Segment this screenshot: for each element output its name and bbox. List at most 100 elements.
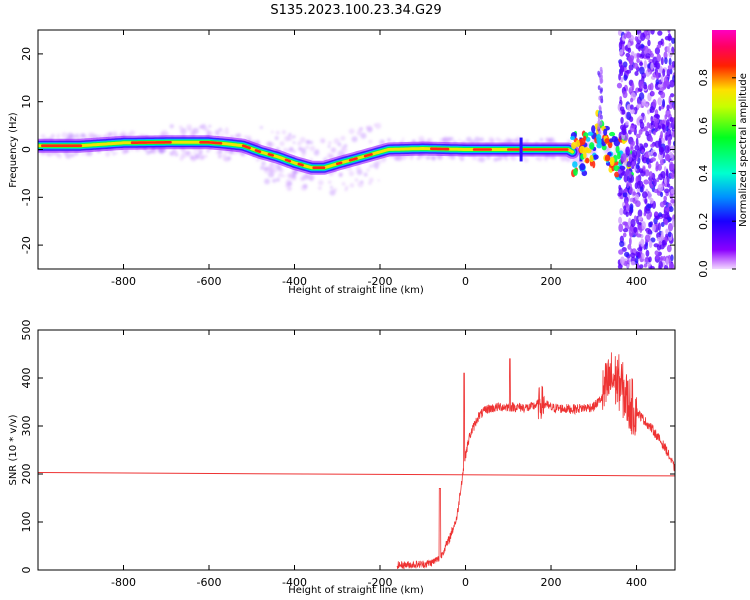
spectrogram-noise-point <box>653 63 658 68</box>
spectrogram-noise-point <box>658 125 662 130</box>
spectrogram-halo-point <box>271 167 278 173</box>
spectrogram-halo-point <box>360 180 364 184</box>
spectrogram-noise-point <box>651 224 656 232</box>
spectrogram-halo-point <box>269 142 275 147</box>
spectrogram-noise-point <box>629 252 636 258</box>
spectrogram-noise-point <box>625 52 631 58</box>
spectrogram-noise-point <box>664 145 670 154</box>
spectrogram-halo-point <box>348 128 355 135</box>
spectrogram-noise-point <box>619 106 625 112</box>
spectrogram-noise-point <box>655 71 659 80</box>
spectrogram-noise-point <box>671 163 675 171</box>
chart-title: S135.2023.100.23.34.G29 <box>270 3 441 18</box>
spectrogram-noise-point <box>666 244 672 253</box>
spectrogram-spike <box>599 78 603 83</box>
spectrogram-noise-point <box>650 53 654 58</box>
spectrogram-noise-point <box>644 198 648 204</box>
spectrogram-halo-point <box>471 155 477 161</box>
spectrogram-halo-point <box>169 124 174 129</box>
spectrogram-blob <box>604 154 611 162</box>
spectrogram-noise-point <box>618 73 621 81</box>
spectrogram-halo-point <box>203 127 209 133</box>
spectrogram-noise-point <box>640 238 645 247</box>
spectrogram-noise-point <box>660 91 666 99</box>
spectrogram-noise-point <box>656 177 660 183</box>
colorbar-tick-label: 0.6 <box>697 117 710 135</box>
spectrogram-halo-point <box>443 136 449 142</box>
spectrogram-halo-point <box>70 152 75 157</box>
snr-frame <box>37 329 676 571</box>
spectrogram-halo-point <box>292 141 296 144</box>
spectrogram-noise-point <box>616 82 623 89</box>
colorbar-label: Normalized spectral amplitude <box>738 73 749 227</box>
spectrogram-halo-point <box>387 138 391 142</box>
spectrogram-noise-point <box>665 109 671 118</box>
spectrogram-noise-point <box>635 42 642 50</box>
spectrogram-noise-point <box>617 264 623 269</box>
spectrogram-halo-point <box>355 165 362 172</box>
spectrogram-spike <box>600 114 603 120</box>
spectrogram-halo-point <box>184 150 192 158</box>
x-tick-label: 200 <box>541 576 562 589</box>
spectrogram-noise-point <box>618 216 623 224</box>
y-tick-label: 300 <box>20 416 33 437</box>
spectrogram-spike <box>597 124 601 130</box>
spectrogram-noise-point <box>645 208 651 214</box>
spectrogram-halo-point <box>275 130 280 135</box>
spectrogram-halo-point <box>337 142 342 147</box>
spectrogram-noise-point <box>630 109 636 115</box>
spectrogram-noise-point <box>638 216 643 221</box>
spectrogram-halo-point <box>309 140 314 145</box>
spectrogram-spike <box>599 88 603 94</box>
spectrogram-halo-point <box>208 124 212 128</box>
spectrogram-blob <box>579 163 586 171</box>
spectrogram-hotspot <box>241 144 251 150</box>
spectrogram-noise-point <box>646 213 652 220</box>
spectrogram-noise-point <box>667 183 671 188</box>
spectrogram-halo-point <box>511 155 517 162</box>
spectrogram-halo-point <box>161 129 168 136</box>
spectrogram-noise-point <box>641 253 645 260</box>
spectrogram-noise-point <box>668 57 672 66</box>
snr-plot: -800 -600 -400 -200 0 200 400 0 100 200 300 400 500… <box>8 320 676 596</box>
spectrogram-noise-point <box>660 74 664 83</box>
spectrogram-noise-point <box>662 98 666 108</box>
spectrogram-noise-point <box>627 42 631 49</box>
spectrogram-halo-point <box>368 181 372 185</box>
spectrogram-spike <box>599 72 603 78</box>
spectrogram-noise-point <box>619 207 624 216</box>
snr-threshold-line <box>38 472 675 477</box>
spectrogram-noise-point <box>639 186 644 193</box>
spectrogram-blob <box>592 154 599 160</box>
spectrogram-hotspot <box>336 161 343 166</box>
spectrogram-halo-point <box>235 133 242 140</box>
spectrogram-noise-point <box>653 188 659 194</box>
y-tick-label: 400 <box>20 368 33 389</box>
spectrogram-noise-point <box>669 116 674 123</box>
spectrogram-halo-point <box>360 132 367 139</box>
y-tick-label: 500 <box>20 320 33 341</box>
y-tick-label: -10 <box>20 188 33 206</box>
spectrogram-noise-point <box>657 30 663 36</box>
spectrogram-halo-point <box>56 133 61 137</box>
spectrogram-noise-point <box>640 43 645 49</box>
spectrogram-noise-point <box>659 119 666 125</box>
spectrogram-noise-point <box>644 169 650 177</box>
spectrogram-halo-point <box>358 127 363 133</box>
spectrogram-noise-point <box>672 103 675 111</box>
spectrogram-blob <box>589 154 594 163</box>
spectrogram-noise-point <box>652 152 657 157</box>
spectrogram-noise-point <box>650 265 655 269</box>
spectrogram-halo-point <box>286 173 292 179</box>
spectrogram-y-ticks: -20 -10 0 10 20 <box>20 47 675 254</box>
spectrogram-noise-point <box>625 146 630 156</box>
y-tick-label: 0 <box>20 567 33 574</box>
spectrogram-noise-point <box>618 131 623 141</box>
spectrogram-noise-point <box>668 206 674 213</box>
spectrogram-halo-point <box>537 155 543 162</box>
spectrogram-noise-point <box>634 193 640 201</box>
spectrogram-noise-point <box>643 212 647 217</box>
y-tick-label: 20 <box>20 47 33 61</box>
colorbar-tick-label: 0.2 <box>697 212 710 230</box>
spectrogram-halo-point <box>479 137 485 143</box>
